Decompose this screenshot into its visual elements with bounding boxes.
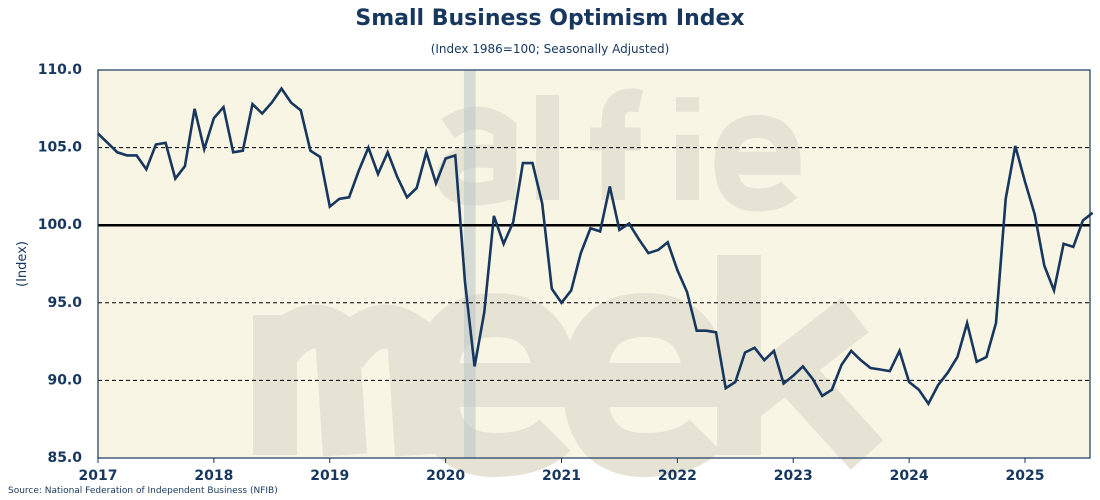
x-tick-label: 2024 xyxy=(890,468,929,484)
x-tick-label: 2019 xyxy=(310,468,349,484)
watermark-letter-f xyxy=(590,88,644,200)
x-tick-label: 2025 xyxy=(1006,468,1045,484)
watermark-letter-m xyxy=(253,304,439,457)
recession-shading xyxy=(463,70,476,458)
watermark-letter-a xyxy=(436,106,517,206)
y-tick-label: 110.0 xyxy=(38,62,83,78)
watermark-letter-k xyxy=(717,255,884,470)
x-tick-label: 2018 xyxy=(194,468,233,484)
chart-subtitle: (Index 1986=100; Seasonally Adjusted) xyxy=(430,42,670,56)
y-tick-label: 105.0 xyxy=(38,140,83,156)
x-tick-label: 2022 xyxy=(658,468,697,484)
source-note: Source: National Federation of Independe… xyxy=(8,486,278,496)
x-tick-label: 2017 xyxy=(79,468,118,484)
plot-border xyxy=(97,69,1091,459)
x-tick-label: 2020 xyxy=(426,468,465,484)
x-tick-label: 2021 xyxy=(542,468,581,484)
watermark-letter-e xyxy=(714,114,801,212)
watermark-letter-e xyxy=(412,292,578,478)
y-tick-label: 85.0 xyxy=(47,450,82,466)
chart-title: Small Business Optimism Index xyxy=(355,6,745,31)
x-tick-label: 2023 xyxy=(774,468,813,484)
y-tick-label: 95.0 xyxy=(47,295,82,311)
y-tick-label: 100.0 xyxy=(38,217,83,233)
watermark-letter-e xyxy=(562,292,728,478)
y-tick-label: 90.0 xyxy=(47,372,82,388)
series-line xyxy=(97,86,1094,407)
y-axis-label: (Index) xyxy=(15,241,30,287)
